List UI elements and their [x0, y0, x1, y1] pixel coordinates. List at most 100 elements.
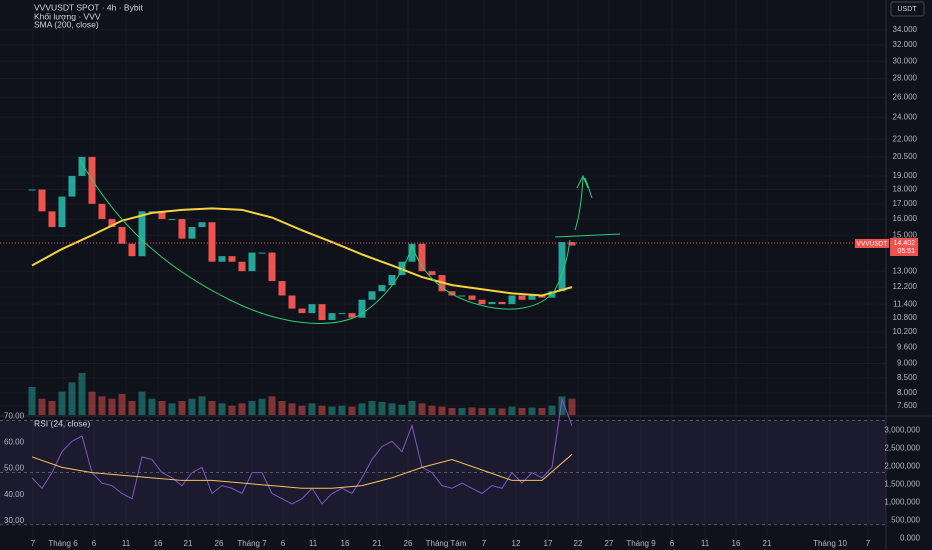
y-tick-label: 20.500: [893, 152, 918, 161]
volume-bar: [328, 406, 336, 415]
x-tick-label: 11: [701, 539, 710, 548]
volume-bar: [388, 403, 396, 415]
candle: [528, 295, 536, 300]
rsi-pane: [0, 416, 886, 540]
volume-bar: [458, 408, 466, 415]
volume-bar: [378, 401, 386, 415]
y-tick-label: 19.000: [893, 171, 918, 180]
candle: [198, 222, 206, 228]
x-tick-label: 27: [605, 539, 614, 548]
y2-tick-label: 1,000,000: [884, 497, 920, 506]
x-tick-label: 22: [574, 539, 583, 548]
symbol-tag: [855, 239, 889, 248]
sma-line: [31, 207, 573, 297]
sma-legend: SMA (200, close): [34, 19, 99, 29]
candle: [168, 219, 176, 221]
candle: [388, 275, 396, 286]
volume-bar: [188, 398, 196, 415]
volume-bar: [508, 406, 516, 415]
volume-bar: [348, 406, 356, 415]
candle: [428, 271, 436, 276]
drawing-line: [554, 233, 621, 238]
candle: [238, 261, 246, 272]
rsi-tick-label: 30.00: [4, 516, 25, 525]
volume-bar: [538, 408, 546, 415]
y-tick-label: 8.000: [897, 388, 918, 397]
y2-tick-label: 500,000: [891, 515, 920, 524]
y-tick-label: 12.200: [893, 282, 918, 291]
y-tick-label: 9.600: [897, 342, 918, 351]
candle: [408, 243, 416, 262]
candle: [478, 299, 486, 305]
candle: [488, 301, 496, 305]
volume-bar: [448, 408, 456, 415]
candle: [208, 222, 216, 262]
x-tick-label: 11: [122, 539, 131, 548]
volume-bar: [438, 406, 446, 415]
volume-bar: [318, 405, 326, 415]
candle: [358, 299, 366, 318]
candle: [28, 189, 36, 191]
volume-bar: [248, 401, 256, 415]
volume-bar: [78, 373, 86, 415]
y-tick-label: 28.000: [893, 74, 918, 83]
rsi-tick-label: 60.00: [4, 438, 25, 447]
y-tick-label: 13.000: [893, 266, 918, 275]
x-tick-label: 16: [732, 539, 741, 548]
x-tick-label: 12: [512, 539, 521, 548]
x-tick-label: 11: [309, 539, 318, 548]
y-tick-label: 18.000: [893, 185, 918, 194]
candle: [148, 211, 156, 213]
candle: [448, 291, 456, 296]
candle: [328, 313, 336, 321]
volume-bar: [488, 408, 496, 415]
volume-bar: [228, 405, 236, 415]
volume-bar: [148, 398, 156, 415]
volume-bar: [368, 401, 376, 415]
candle: [418, 243, 426, 272]
volume-bar: [528, 407, 536, 415]
x-tick-label: 16: [154, 539, 163, 548]
x-tick-label: Tháng 10: [813, 539, 847, 548]
x-tick-label: 21: [373, 539, 382, 548]
volume-bar: [98, 396, 106, 415]
candle: [298, 308, 306, 314]
candle: [338, 313, 346, 315]
y-tick-label: 11.400: [893, 299, 917, 308]
volume-bar: [428, 405, 436, 415]
candle: [308, 304, 316, 314]
volume-bar: [398, 404, 406, 415]
x-tick-label: 7: [866, 539, 871, 548]
countdown: 05:51: [897, 248, 915, 255]
volume-bar: [338, 405, 346, 415]
y2-tick-label: 2,500,000: [884, 444, 920, 453]
candle: [78, 156, 86, 176]
currency-button[interactable]: [890, 1, 925, 17]
y-tick-label: 22.000: [893, 134, 918, 143]
volume-bar: [568, 398, 576, 415]
candle: [98, 203, 106, 220]
candle: [138, 211, 146, 257]
volume-bar: [168, 403, 176, 415]
x-tick-label: 7: [482, 539, 487, 548]
y-tick-label: 10.200: [893, 327, 918, 336]
currency[interactable]: USDT: [897, 6, 917, 13]
y-tick-label: 7.600: [897, 401, 918, 410]
candle: [158, 211, 166, 220]
volume-bar: [478, 408, 486, 415]
volume-bar: [358, 403, 366, 415]
candle: [568, 242, 576, 246]
x-tick-label: 6: [92, 539, 97, 548]
volume-bar: [48, 401, 56, 415]
candle: [48, 211, 56, 228]
candle: [318, 304, 326, 321]
volume-bar: [268, 396, 276, 415]
volume-bar: [308, 403, 316, 415]
rsi-tick-label: 40.00: [4, 490, 25, 499]
x-tick-label: 7: [31, 539, 36, 548]
volume-bar: [408, 401, 416, 415]
volume-bar: [518, 408, 526, 415]
y-tick-label: 15.000: [893, 230, 918, 239]
candle: [268, 252, 276, 282]
volume-bar: [278, 401, 286, 415]
